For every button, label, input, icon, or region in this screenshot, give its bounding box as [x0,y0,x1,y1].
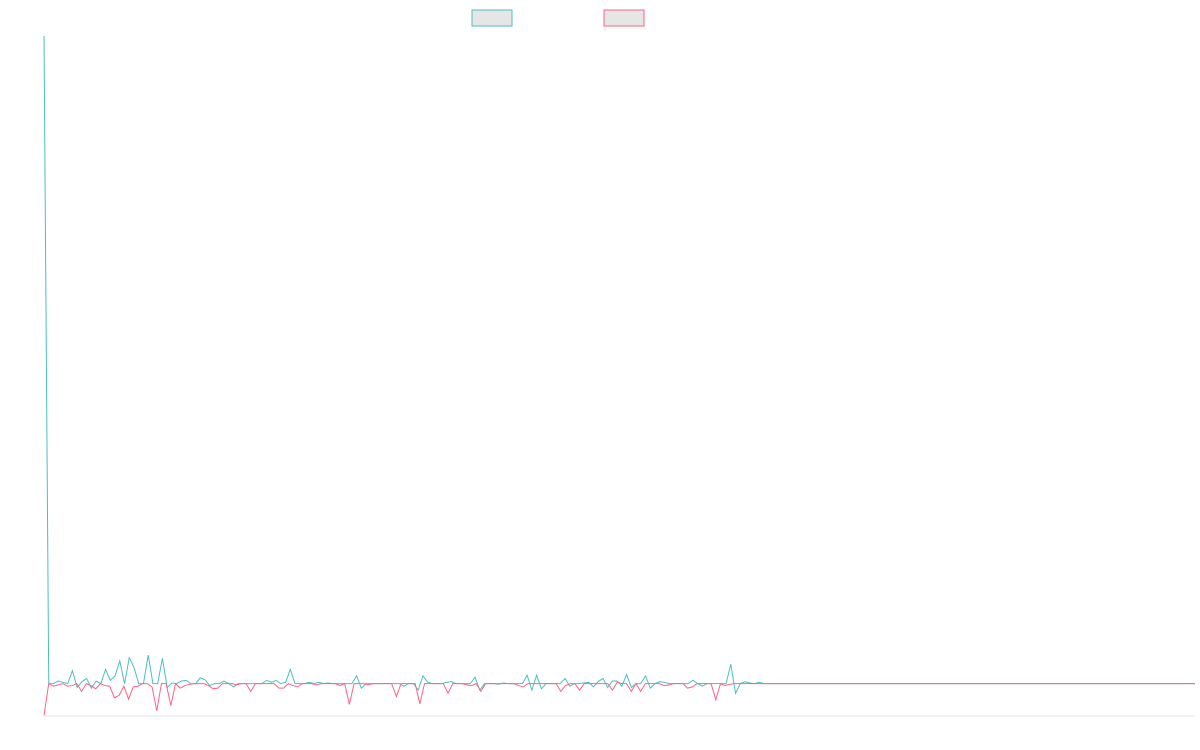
series-line-a [43,35,1195,695]
series-group [43,35,1195,716]
legend-swatch-series-b[interactable] [603,9,645,27]
legend-swatch-series-a[interactable] [471,9,513,27]
chart-legend[interactable] [471,9,645,27]
series-line-b [43,681,1195,716]
